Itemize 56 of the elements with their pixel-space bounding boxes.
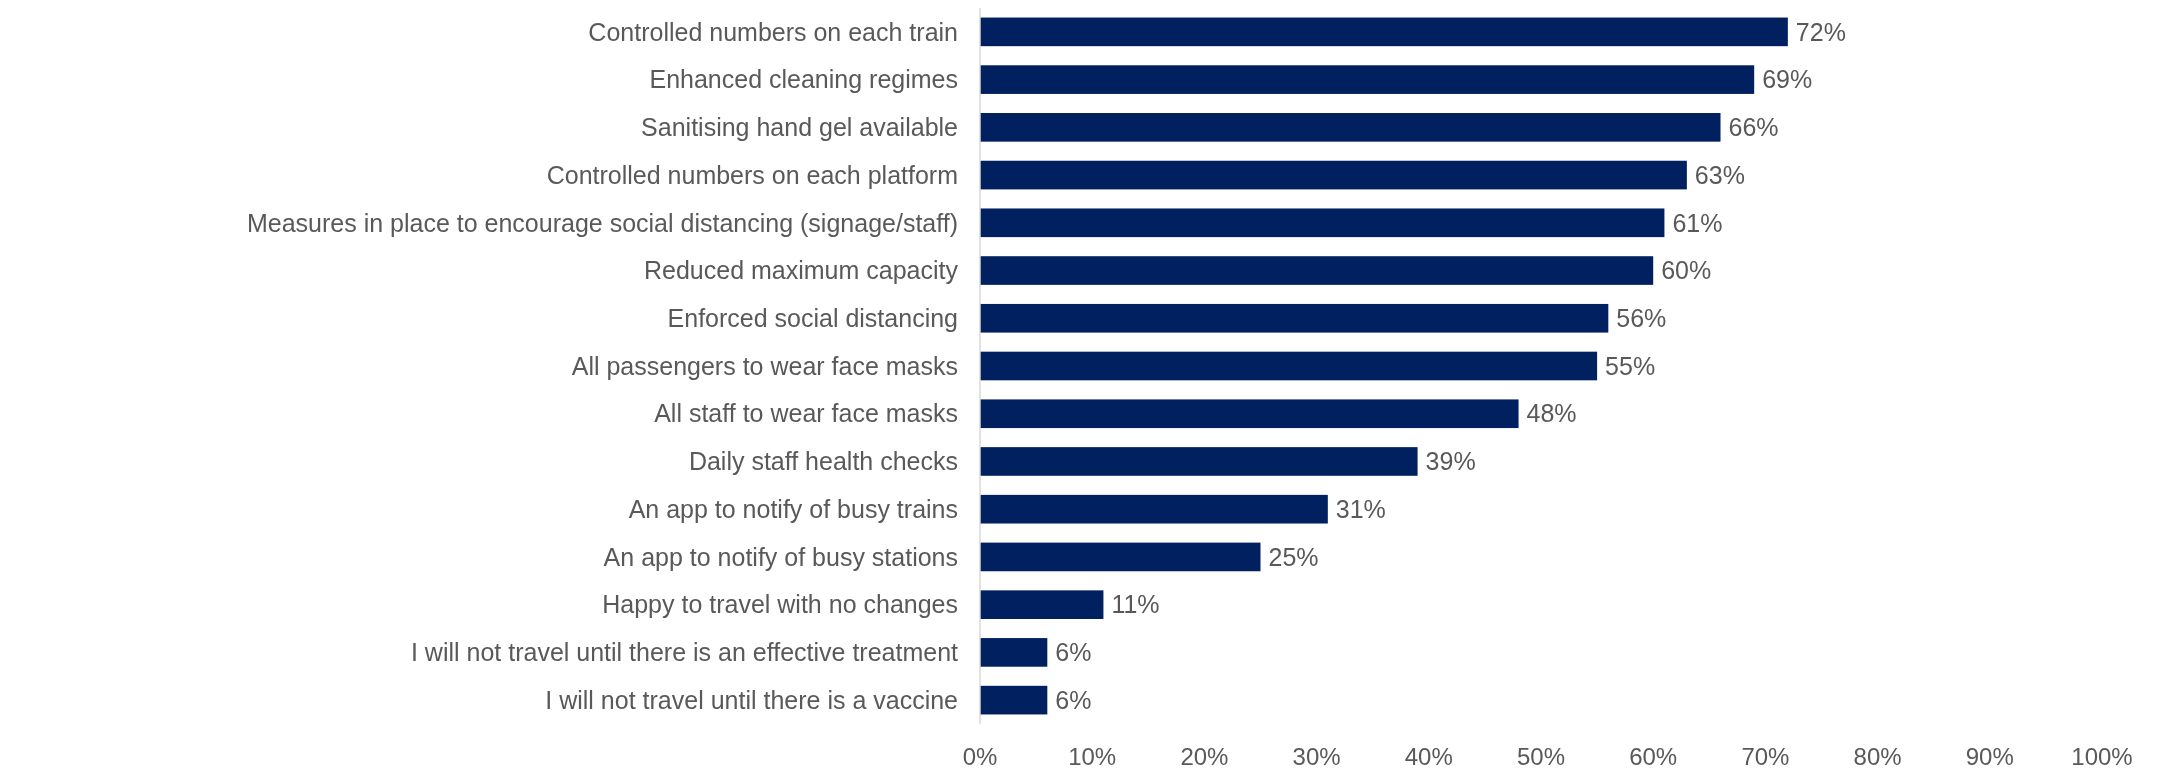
x-tick-label: 100% bbox=[2071, 743, 2133, 770]
y-tick-label: Sanitising hand gel available bbox=[641, 113, 958, 142]
data-label: 25% bbox=[1268, 542, 1319, 571]
bar bbox=[980, 638, 1048, 667]
y-tick-label: Reduced maximum capacity bbox=[643, 256, 959, 285]
bar bbox=[980, 256, 1654, 285]
x-tick-label: 50% bbox=[1516, 743, 1566, 770]
x-tick-label: 20% bbox=[1180, 743, 1229, 770]
data-label: 55% bbox=[1605, 351, 1656, 380]
data-label: 66% bbox=[1728, 113, 1779, 142]
bar bbox=[980, 65, 1755, 94]
bar bbox=[980, 17, 1788, 47]
data-label: 69% bbox=[1762, 65, 1813, 94]
bar bbox=[980, 685, 1048, 715]
bar bbox=[980, 208, 1665, 238]
bar bbox=[980, 590, 1104, 619]
x-tick-label: 70% bbox=[1741, 743, 1790, 770]
y-tick-label: Controlled numbers on each train bbox=[588, 17, 958, 46]
bar bbox=[980, 160, 1687, 190]
x-tick-label: 60% bbox=[1629, 743, 1678, 770]
y-tick-label: Measures in place to encourage social distancing (signage/staff) bbox=[246, 208, 958, 237]
y-tick-label: All passengers to wear face masks bbox=[571, 351, 958, 380]
bar bbox=[980, 447, 1418, 476]
y-tick-label: An app to notify of busy trains bbox=[628, 494, 958, 523]
bar bbox=[980, 113, 1721, 142]
data-label: 11% bbox=[1111, 590, 1160, 619]
data-label: 31% bbox=[1335, 494, 1386, 523]
y-tick-label: Enhanced cleaning regimes bbox=[649, 65, 958, 94]
y-tick-label: Enforced social distancing bbox=[667, 304, 958, 333]
y-tick-label: Controlled numbers on each platform bbox=[546, 160, 958, 189]
y-tick-label: I will not travel until there is an effective treatment bbox=[410, 638, 959, 667]
x-tick-label: 80% bbox=[1853, 743, 1902, 770]
data-label: 39% bbox=[1425, 447, 1476, 476]
bar bbox=[980, 351, 1598, 381]
y-tick-label: All staff to wear face masks bbox=[654, 399, 958, 428]
x-tick-label: 40% bbox=[1404, 743, 1453, 770]
bar bbox=[980, 399, 1519, 429]
x-tick-label: 0% bbox=[962, 743, 998, 770]
x-tick-label: 10% bbox=[1068, 743, 1117, 770]
data-label: 61% bbox=[1672, 208, 1723, 237]
y-tick-label: I will not travel until there is a vaccine bbox=[545, 685, 958, 714]
bar bbox=[980, 494, 1328, 524]
bar bbox=[980, 303, 1609, 333]
data-label: 6% bbox=[1055, 685, 1092, 714]
data-label: 48% bbox=[1526, 399, 1577, 428]
bar bbox=[980, 542, 1261, 572]
data-label: 60% bbox=[1661, 256, 1712, 285]
data-label: 6% bbox=[1055, 638, 1092, 667]
y-tick-label: An app to notify of busy stations bbox=[603, 542, 958, 571]
y-tick-label: Daily staff health checks bbox=[688, 447, 958, 476]
data-label: 56% bbox=[1616, 304, 1667, 333]
x-tick-label: 90% bbox=[1965, 743, 2014, 770]
data-label: 63% bbox=[1694, 160, 1745, 189]
x-tick-label: 30% bbox=[1292, 743, 1341, 770]
data-label: 72% bbox=[1795, 17, 1846, 46]
y-tick-label: Happy to travel with no changes bbox=[602, 590, 958, 619]
